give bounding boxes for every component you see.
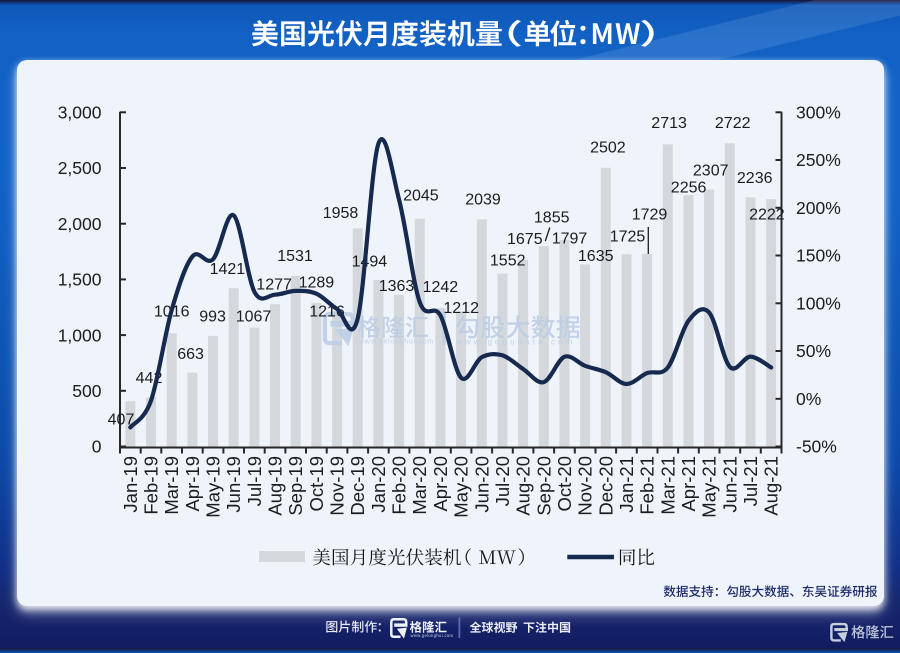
svg-text:1531: 1531: [277, 248, 313, 265]
svg-text:Sep-19: Sep-19: [285, 456, 306, 516]
svg-text:1363: 1363: [379, 278, 415, 295]
svg-text:Mar-19: Mar-19: [161, 456, 182, 515]
svg-text:1725: 1725: [610, 228, 646, 245]
svg-text:663: 663: [177, 346, 204, 363]
svg-text:Feb-21: Feb-21: [637, 456, 658, 515]
svg-text:2,000: 2,000: [58, 214, 102, 234]
svg-text:1289: 1289: [299, 275, 335, 292]
svg-text:Jul-21: Jul-21: [740, 456, 761, 506]
svg-text:2,500: 2,500: [58, 158, 102, 178]
svg-text:407: 407: [108, 412, 135, 429]
svg-text:2256: 2256: [671, 180, 707, 197]
svg-text:May-21: May-21: [699, 456, 720, 518]
svg-text:Feb-19: Feb-19: [141, 456, 162, 515]
svg-text:1855: 1855: [534, 210, 570, 227]
svg-text:1797: 1797: [552, 231, 588, 248]
svg-text:2502: 2502: [590, 140, 626, 157]
svg-text:May-20: May-20: [451, 456, 472, 518]
svg-text:www.gelonghui.com: www.gelonghui.com: [411, 633, 454, 638]
svg-text:2713: 2713: [651, 115, 687, 132]
svg-text:Jan-19: Jan-19: [120, 456, 141, 513]
svg-text:3,000: 3,000: [58, 103, 102, 123]
svg-text:May-19: May-19: [203, 456, 224, 518]
svg-text:Jan-21: Jan-21: [616, 456, 637, 513]
svg-text:50%: 50%: [796, 341, 831, 361]
svg-text:200%: 200%: [796, 198, 841, 218]
svg-text:Aug-20: Aug-20: [513, 456, 534, 516]
svg-text:100%: 100%: [796, 294, 841, 314]
svg-text:Feb-20: Feb-20: [389, 456, 410, 515]
svg-text:1067: 1067: [236, 309, 272, 326]
svg-text:250%: 250%: [796, 150, 841, 170]
svg-text:www.gelonghui.com: www.gelonghui.com: [358, 339, 434, 346]
svg-text:2307: 2307: [693, 163, 729, 180]
svg-text:150%: 150%: [796, 246, 841, 266]
svg-text:0%: 0%: [796, 389, 821, 409]
svg-text:Nov-20: Nov-20: [575, 456, 596, 516]
svg-text:1958: 1958: [323, 205, 359, 222]
svg-text:1421: 1421: [210, 261, 246, 278]
svg-text:1277: 1277: [256, 277, 292, 294]
svg-text:Jul-20: Jul-20: [492, 456, 513, 506]
svg-text:2722: 2722: [715, 115, 751, 132]
svg-text:2039: 2039: [465, 192, 501, 209]
svg-text:993: 993: [199, 309, 226, 326]
svg-text:1675: 1675: [507, 231, 543, 248]
svg-text:Dec-19: Dec-19: [347, 456, 368, 516]
svg-text:1635: 1635: [578, 248, 614, 265]
svg-text:Mar-20: Mar-20: [409, 456, 430, 515]
svg-text:Dec-20: Dec-20: [595, 456, 616, 516]
svg-text:1494: 1494: [352, 253, 388, 270]
svg-text:Jul-19: Jul-19: [244, 456, 265, 506]
svg-text:1212: 1212: [443, 300, 479, 317]
svg-text:Aug-21: Aug-21: [761, 456, 782, 516]
svg-text:2236: 2236: [737, 170, 773, 187]
svg-text:-50%: -50%: [796, 437, 837, 457]
svg-text:1729: 1729: [632, 207, 668, 224]
svg-text:Apr-21: Apr-21: [678, 456, 699, 512]
svg-text:2222: 2222: [749, 207, 785, 224]
svg-text:1,000: 1,000: [58, 325, 102, 345]
svg-text:300%: 300%: [796, 103, 841, 123]
svg-text:2045: 2045: [403, 188, 439, 205]
svg-text:0: 0: [92, 437, 102, 457]
svg-text:1,500: 1,500: [58, 270, 102, 290]
svg-text:Apr-19: Apr-19: [182, 456, 203, 512]
svg-text:Jan-20: Jan-20: [368, 456, 389, 513]
svg-text:500: 500: [72, 381, 101, 401]
svg-text:1552: 1552: [490, 253, 526, 270]
svg-text:Nov-19: Nov-19: [327, 456, 348, 516]
svg-text:Apr-20: Apr-20: [430, 456, 451, 512]
svg-text:Jun-20: Jun-20: [471, 456, 492, 513]
svg-text:Mar-21: Mar-21: [657, 456, 678, 515]
svg-text:www.gogudata.com: www.gogudata.com: [455, 338, 575, 347]
svg-text:Aug-19: Aug-19: [265, 456, 286, 516]
svg-text:Jun-21: Jun-21: [719, 456, 740, 513]
svg-text:Jun-19: Jun-19: [223, 456, 244, 513]
svg-text:Sep-20: Sep-20: [533, 456, 554, 516]
svg-text:1242: 1242: [423, 279, 459, 296]
svg-text:Oct-19: Oct-19: [306, 456, 327, 512]
svg-text:Oct-20: Oct-20: [554, 456, 575, 512]
